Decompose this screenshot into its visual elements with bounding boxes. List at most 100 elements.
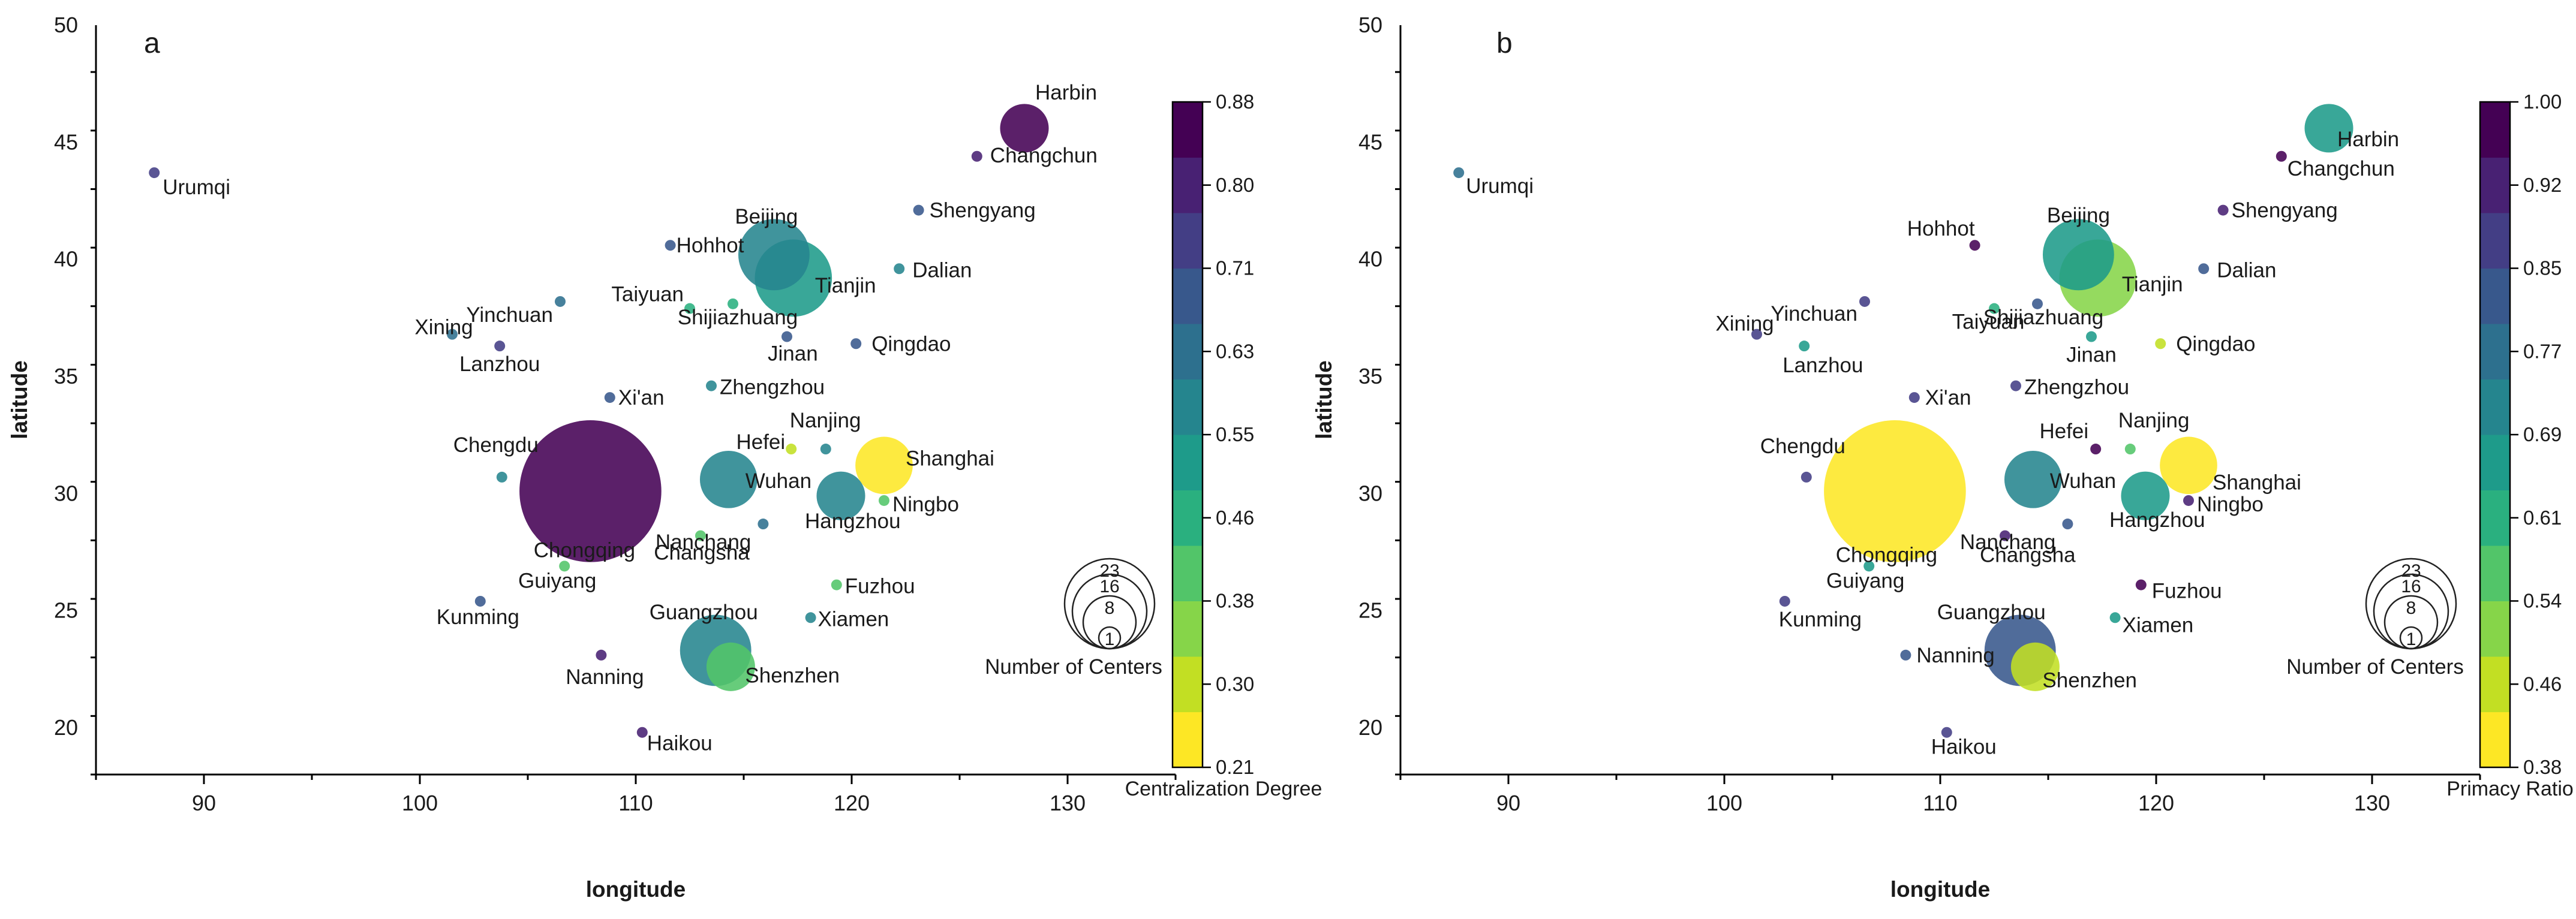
bubble-xining xyxy=(447,329,458,340)
x-tick-label: 100 xyxy=(402,791,438,815)
colorbar-tick-label: 0.38 xyxy=(1216,590,1254,612)
x-axis-title: longitude xyxy=(586,877,686,902)
label-hefei: Hefei xyxy=(2039,420,2088,443)
bubble-beijing xyxy=(2042,219,2114,291)
bubble-xi-an xyxy=(604,392,615,403)
label-fuzhou: Fuzhou xyxy=(845,575,915,598)
bubble-zhengzhou xyxy=(2010,380,2021,391)
bubble-shenzhen xyxy=(2010,642,2060,691)
panel-b: 90 100 110 120 130 20 25 30 35 40 45 50 longitude lat… xyxy=(1312,13,2574,902)
label-changsha: Changsha xyxy=(1980,544,2076,567)
label-qingdao: Qingdao xyxy=(2176,332,2255,355)
size-legend-title: Number of Centers xyxy=(985,655,1162,679)
bubble-lanzhou xyxy=(1799,341,1810,352)
label-nanning: Nanning xyxy=(1916,644,1994,667)
bubble-kunming xyxy=(1779,595,1790,607)
x-tick-label: 130 xyxy=(2354,791,2390,815)
bubble-ningbo xyxy=(2183,495,2194,506)
colorbar-title: Primacy Ratio xyxy=(2446,778,2574,800)
bubble-zhengzhou xyxy=(706,380,717,391)
bubble-shanghai xyxy=(2160,436,2217,495)
bubble-changsha xyxy=(2000,530,2010,541)
colorbar-title: Centralization Degree xyxy=(1125,778,1322,800)
x-tick-label: 110 xyxy=(1923,791,1957,815)
size-legend-label: 16 xyxy=(2401,577,2421,596)
label-chongqing: Chongqing xyxy=(534,538,635,562)
bubble-guiyang xyxy=(1863,561,1875,572)
label-shanghai: Shanghai xyxy=(2213,471,2301,494)
x-tick-label: 120 xyxy=(2138,791,2174,815)
colorbar-segment xyxy=(2480,379,2510,435)
bubble-wuhan xyxy=(2004,450,2062,508)
label-hohhot: Hohhot xyxy=(1907,217,1975,240)
label-haikou: Haikou xyxy=(647,732,713,755)
y-axis-title: latitude xyxy=(1312,360,1336,439)
y-tick-label: 20 xyxy=(1358,715,1382,740)
bubble-xiamen xyxy=(805,612,816,623)
label-xining: Xining xyxy=(414,316,473,339)
bubble-fuzhou xyxy=(2135,579,2147,590)
label-zhengzhou: Zhengzhou xyxy=(720,376,825,399)
colorbar-segment xyxy=(1173,268,1203,324)
y-tick-label: 50 xyxy=(1358,13,1382,37)
label-xining: Xining xyxy=(1715,312,1774,336)
colorbar-tick-label: 0.71 xyxy=(1216,257,1254,279)
label-qingdao: Qingdao xyxy=(871,332,951,355)
bubble-chengdu xyxy=(496,471,507,483)
label-jinan: Jinan xyxy=(2066,344,2117,367)
colorbar-tick-label: 0.46 xyxy=(2523,673,2562,695)
label-urumqi: Urumqi xyxy=(1466,174,1534,198)
colorbar-tick-label: 0.92 xyxy=(2523,174,2562,196)
panel-a: 90 100 110 120 130 20 25 30 35 40 45 50 longitude lat… xyxy=(7,13,1322,902)
label-tianjin: Tianjin xyxy=(2122,273,2183,296)
label-nanjing: Nanjing xyxy=(2118,409,2190,432)
label-zhengzhou: Zhengzhou xyxy=(2024,376,2129,399)
bubble-shijiazhuang xyxy=(728,298,738,309)
colorbar-segment xyxy=(1173,379,1203,435)
colorbar-segment xyxy=(1173,490,1203,546)
label-nanning: Nanning xyxy=(566,665,644,689)
label-taiyuan: Taiyuan xyxy=(611,283,684,306)
bubble-nanchang xyxy=(758,519,769,530)
label-hohhot: Hohhot xyxy=(677,234,744,257)
label-fuzhou: Fuzhou xyxy=(2152,580,2222,603)
bubble-chongqing xyxy=(519,420,662,562)
colorbar-tick-label: 0.88 xyxy=(1216,91,1254,113)
size-legend-label: 1 xyxy=(1105,629,1115,649)
label-yinchuan: Yinchuan xyxy=(1771,302,1857,326)
bubble-haikou xyxy=(1941,727,1952,738)
size-legend-label: 8 xyxy=(1105,598,1115,618)
bubble-changchun xyxy=(971,150,982,162)
bubble-hohhot xyxy=(1969,240,1980,251)
size-legend-label: 16 xyxy=(1099,577,1119,596)
bubble-taiyuan xyxy=(1989,303,2000,314)
bubble-taiyuan xyxy=(684,303,695,314)
size-legend-title: Number of Centers xyxy=(2286,655,2464,679)
bubble-jinan xyxy=(781,331,792,342)
colorbar-segment xyxy=(1173,712,1203,768)
y-tick-label: 45 xyxy=(54,129,78,154)
bubble-jinan xyxy=(2086,331,2097,342)
colorbar-segment xyxy=(2480,546,2510,601)
bubble-hangzhou xyxy=(2121,471,2170,520)
label-jinan: Jinan xyxy=(768,342,818,366)
colorbar-tick-label: 0.80 xyxy=(1216,174,1254,196)
bubble-qingdao xyxy=(850,338,862,349)
label-taiyuan: Taiyuan xyxy=(1952,311,2025,334)
colorbar-tick-label: 0.21 xyxy=(1216,756,1254,778)
bubble-lanzhou xyxy=(494,341,506,352)
y-tick-label: 35 xyxy=(54,364,78,388)
x-tick-label: 110 xyxy=(618,791,653,815)
panel-letter: b xyxy=(1496,28,1513,59)
bubble-kunming xyxy=(474,595,486,607)
bubble-urumqi xyxy=(1453,167,1465,179)
label-changchun: Changchun xyxy=(990,144,1098,167)
label-shijiazhuang: Shijiazhuang xyxy=(678,306,798,329)
x-tick-label: 130 xyxy=(1050,791,1086,815)
y-tick-label: 20 xyxy=(54,715,78,740)
bubble-shanghai xyxy=(855,436,913,495)
size-legend-circle xyxy=(1098,626,1122,650)
y-tick-label: 35 xyxy=(1358,364,1382,388)
label-shanghai: Shanghai xyxy=(906,447,994,470)
